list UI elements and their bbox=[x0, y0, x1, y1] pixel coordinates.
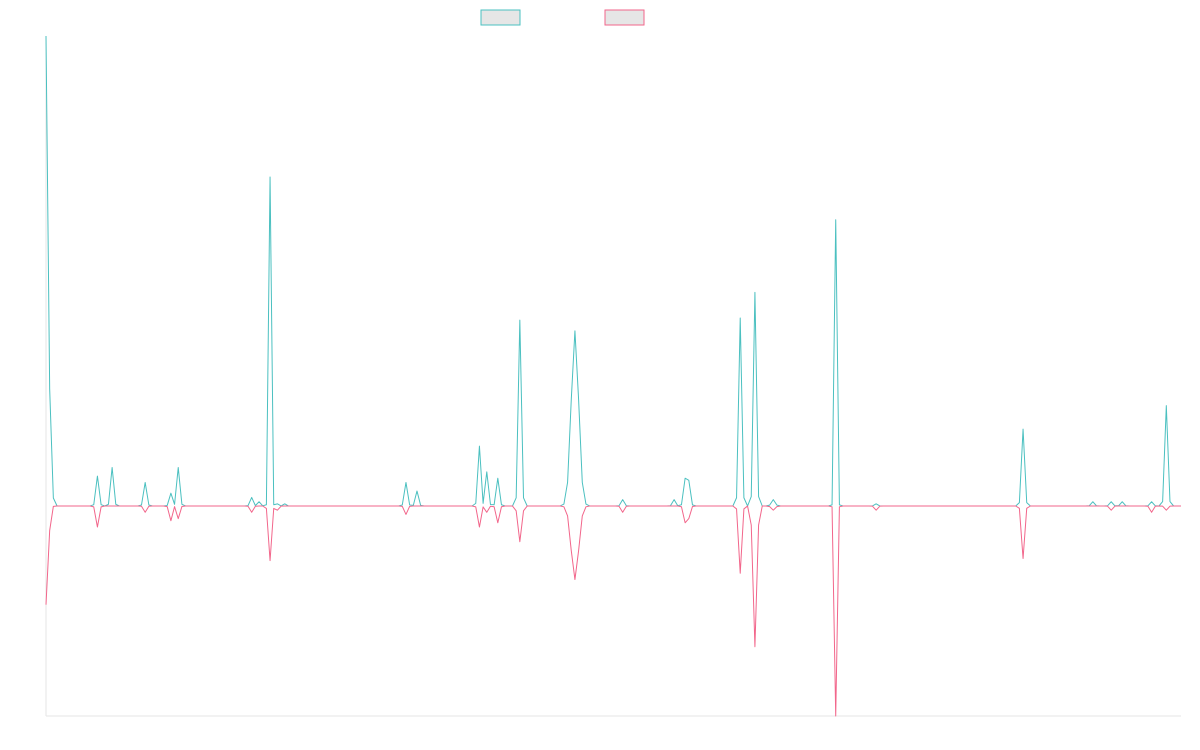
series-line-2 bbox=[45, 505, 1181, 717]
legend bbox=[480, 9, 645, 26]
series-lines bbox=[45, 35, 1181, 717]
series-line-1 bbox=[45, 35, 1181, 507]
axes bbox=[45, 36, 1181, 717]
legend-swatch-1[interactable] bbox=[480, 9, 521, 26]
legend-swatch-2[interactable] bbox=[604, 9, 645, 26]
